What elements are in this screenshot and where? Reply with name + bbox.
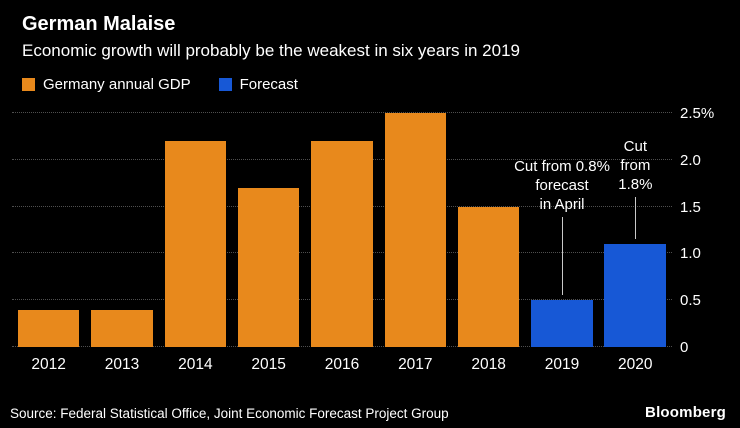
bar-2019 [531,300,593,347]
plot-area: 0 0.5 1.0 1.5 2.0 2.5% Cut from 0.8% forecast in… [12,105,714,356]
bar-2015 [237,187,300,347]
y-axis-tick-label: 1.0 [680,245,701,263]
bars [12,113,672,347]
x-axis-tick-label: 2013 [104,356,140,373]
y-axis-tick-label: 2.0 [680,151,701,169]
x-axis-labels: 2012 2013 2014 2015 2016 2017 2018 2019 2020 [12,356,672,374]
bar-column [232,113,305,347]
bar-2017 [384,113,447,347]
bar-2020 [604,244,667,347]
x-axis-tick-label: 2012 [31,356,66,373]
x-axis-tick-label: 2018 [471,356,506,373]
legend-item-forecast: Forecast [218,76,298,93]
bloomberg-logo: Bloomberg [645,404,726,421]
gridline [12,112,672,113]
annotation-text: Cut from 0.8% forecast in April [514,158,610,214]
x-axis-tick-label: 2019 [544,356,580,373]
annotation-connector [635,197,637,240]
legend: Germany annual GDP Forecast [0,61,740,93]
legend-label: Germany annual GDP [43,76,191,93]
bar-column [379,113,452,347]
page-title: German Malaise [22,13,176,35]
annotation-connector [562,217,563,296]
bar-column [305,113,378,347]
bar-2013 [91,309,153,347]
bar-column [159,113,232,347]
y-axis-tick-label: 1.5 [680,198,701,216]
chart-subtitle: Economic growth will probably be the wea… [22,41,520,60]
bar-column [525,113,598,347]
x-axis-tick-label: 2017 [398,356,433,373]
bar-column [85,113,158,347]
bar-column [599,113,672,347]
bar-2018 [457,206,520,347]
bar-2016 [311,141,373,347]
legend-label: Forecast [239,76,298,93]
annotation-text: Cut from 1.8% [618,137,653,193]
source-credit: Source: Federal Statistical Office, Join… [10,406,449,421]
footer: Source: Federal Statistical Office, Join… [10,404,726,421]
x-axis-tick-label: 2016 [324,356,360,373]
bar-column [452,113,525,347]
blue-swatch-icon [218,78,232,91]
x-axis-tick-label: 2015 [251,356,286,373]
y-axis-tick-label: 0.5 [680,292,701,310]
bar-2014 [164,141,227,347]
bar-chart: 0 0.5 1.0 1.5 2.0 2.5% Cut from 0.8% forecast in… [12,105,728,374]
bar-column [12,113,85,347]
x-axis-tick-label: 2020 [618,356,653,373]
legend-item-germany-annual-gdp: Germany annual GDP [22,76,191,93]
orange-swatch-icon [22,78,35,91]
y-axis-tick-label: 0 [680,339,689,356]
x-axis-tick-label: 2014 [178,356,213,373]
y-axis-tick-label: 2.5% [680,105,715,122]
bar-2012 [17,309,80,347]
